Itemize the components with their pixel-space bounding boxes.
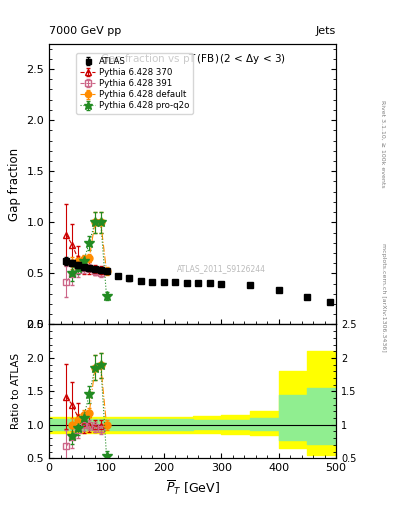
Text: Gap fraction vs pT$\,$(FB)$\,$(2 < $\Delta$y < 3): Gap fraction vs pT$\,$(FB)$\,$(2 < $\Del… xyxy=(99,52,286,66)
Y-axis label: Gap fraction: Gap fraction xyxy=(8,147,21,221)
X-axis label: $\overline{P}_T$ [GeV]: $\overline{P}_T$ [GeV] xyxy=(165,479,220,497)
Text: Rivet 3.1.10, ≥ 100k events: Rivet 3.1.10, ≥ 100k events xyxy=(381,99,386,187)
Legend: ATLAS, Pythia 6.428 370, Pythia 6.428 391, Pythia 6.428 default, Pythia 6.428 pr: ATLAS, Pythia 6.428 370, Pythia 6.428 39… xyxy=(76,53,193,114)
Text: ATLAS_2011_S9126244: ATLAS_2011_S9126244 xyxy=(177,264,266,273)
Text: Jets: Jets xyxy=(316,26,336,36)
Text: 7000 GeV pp: 7000 GeV pp xyxy=(49,26,121,36)
Text: mcplots.cern.ch [arXiv:1306.3436]: mcplots.cern.ch [arXiv:1306.3436] xyxy=(381,243,386,351)
Y-axis label: Ratio to ATLAS: Ratio to ATLAS xyxy=(11,353,21,430)
